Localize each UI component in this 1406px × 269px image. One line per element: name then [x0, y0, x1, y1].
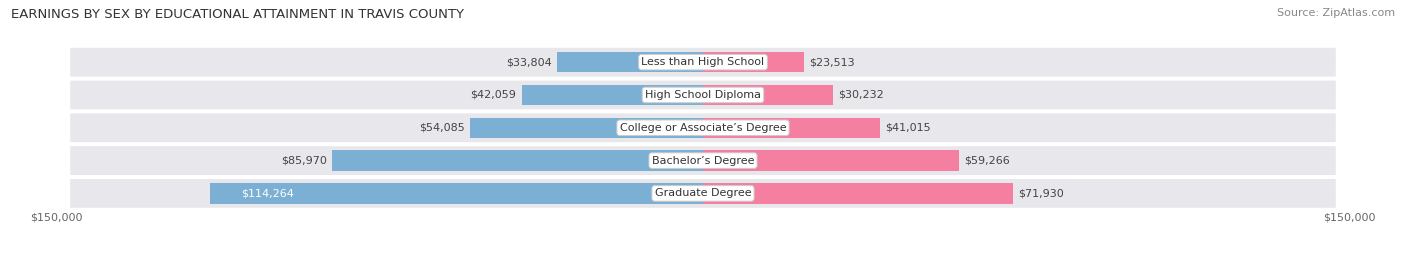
Bar: [470, 118, 703, 138]
Bar: [703, 85, 834, 105]
Bar: [522, 85, 703, 105]
Text: Less than High School: Less than High School: [641, 57, 765, 67]
Bar: [211, 183, 703, 204]
Text: College or Associate’s Degree: College or Associate’s Degree: [620, 123, 786, 133]
Text: Graduate Degree: Graduate Degree: [655, 188, 751, 199]
Text: $23,513: $23,513: [810, 57, 855, 67]
Text: $42,059: $42,059: [471, 90, 516, 100]
Bar: [703, 118, 880, 138]
Bar: [703, 52, 804, 72]
Text: EARNINGS BY SEX BY EDUCATIONAL ATTAINMENT IN TRAVIS COUNTY: EARNINGS BY SEX BY EDUCATIONAL ATTAINMEN…: [11, 8, 464, 21]
Text: $85,970: $85,970: [281, 155, 328, 166]
Text: $30,232: $30,232: [838, 90, 884, 100]
Text: $33,804: $33,804: [506, 57, 553, 67]
FancyBboxPatch shape: [69, 47, 1337, 77]
Text: $59,266: $59,266: [963, 155, 1010, 166]
Text: $114,264: $114,264: [242, 188, 294, 199]
Text: Source: ZipAtlas.com: Source: ZipAtlas.com: [1277, 8, 1395, 18]
Text: $54,085: $54,085: [419, 123, 464, 133]
FancyBboxPatch shape: [69, 112, 1337, 143]
Bar: [332, 150, 703, 171]
Text: $71,930: $71,930: [1018, 188, 1064, 199]
FancyBboxPatch shape: [69, 178, 1337, 209]
Bar: [703, 150, 959, 171]
Text: High School Diploma: High School Diploma: [645, 90, 761, 100]
FancyBboxPatch shape: [69, 145, 1337, 176]
Text: Bachelor’s Degree: Bachelor’s Degree: [652, 155, 754, 166]
Text: $41,015: $41,015: [884, 123, 931, 133]
Bar: [557, 52, 703, 72]
Bar: [703, 183, 1014, 204]
FancyBboxPatch shape: [69, 80, 1337, 110]
